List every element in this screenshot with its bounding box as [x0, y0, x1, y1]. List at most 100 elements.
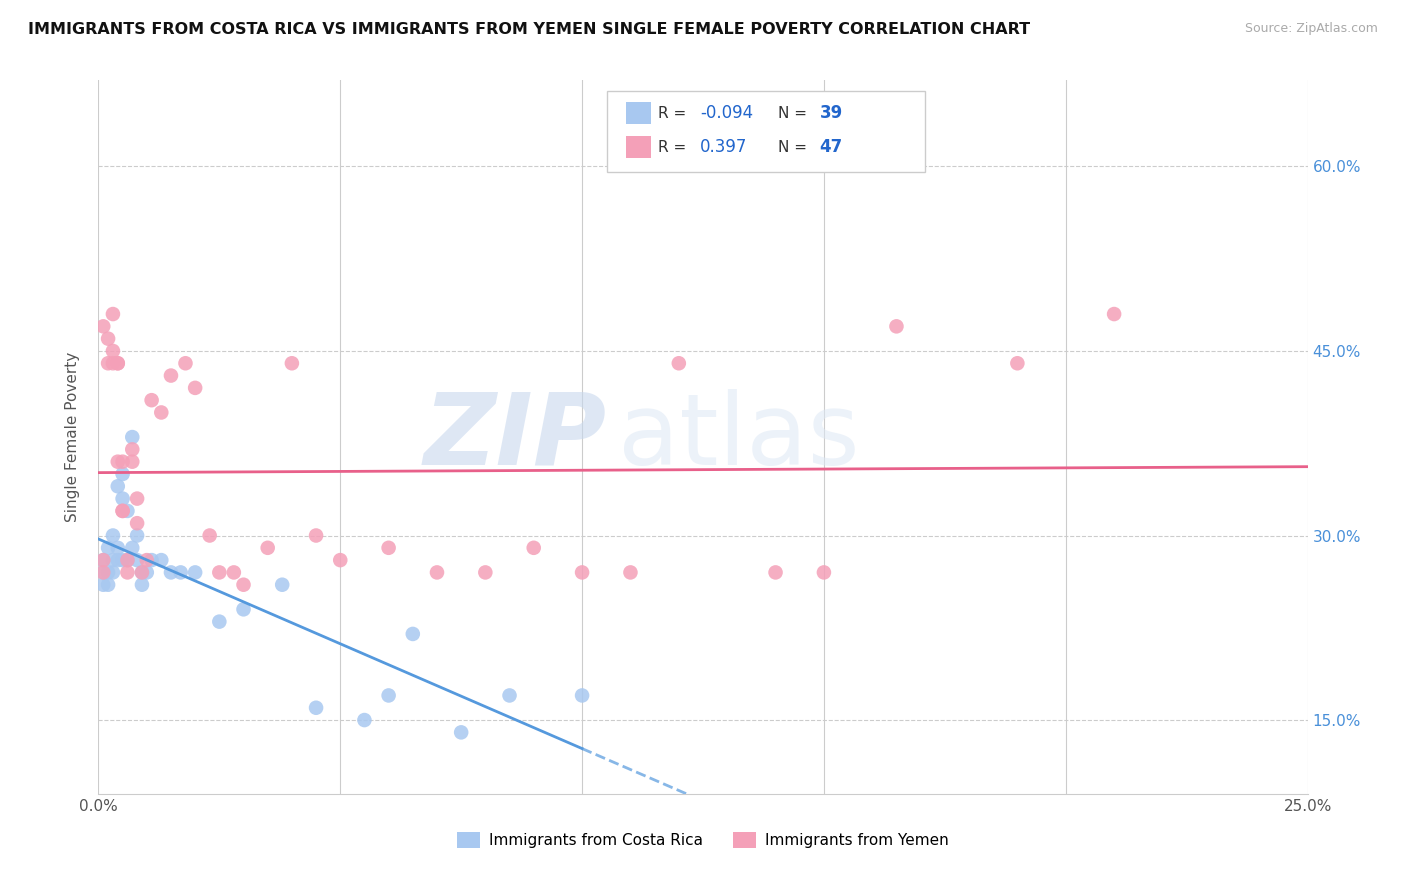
Point: [474, 566, 496, 580]
Legend: Immigrants from Costa Rica, Immigrants from Yemen: Immigrants from Costa Rica, Immigrants f…: [451, 826, 955, 854]
Point: [121, 442, 143, 457]
Point: [498, 689, 520, 703]
Point: [107, 479, 129, 493]
Point: [668, 356, 690, 370]
Point: [329, 553, 352, 567]
Text: 0.397: 0.397: [700, 138, 748, 156]
Point: [101, 566, 124, 580]
Point: [198, 528, 221, 542]
Point: [121, 455, 143, 469]
Point: [121, 541, 143, 555]
Point: [91, 566, 114, 580]
Point: [184, 381, 207, 395]
Point: [169, 566, 191, 580]
Point: [107, 553, 129, 567]
Point: [91, 319, 114, 334]
Y-axis label: Single Female Poverty: Single Female Poverty: [65, 352, 80, 522]
Point: [281, 356, 304, 370]
Point: [160, 368, 183, 383]
Point: [174, 356, 197, 370]
Point: [377, 541, 399, 555]
Point: [426, 566, 449, 580]
Point: [127, 491, 149, 506]
Point: [131, 566, 153, 580]
Text: Source: ZipAtlas.com: Source: ZipAtlas.com: [1244, 22, 1378, 36]
Point: [111, 504, 134, 518]
Point: [184, 566, 207, 580]
Point: [131, 566, 153, 580]
Point: [97, 578, 120, 592]
Text: R =: R =: [658, 106, 692, 120]
Point: [117, 553, 139, 567]
Point: [160, 566, 183, 580]
Point: [1102, 307, 1125, 321]
Point: [111, 455, 134, 469]
Point: [131, 578, 153, 592]
Point: [91, 553, 114, 567]
Point: [402, 627, 425, 641]
Point: [141, 393, 163, 408]
Text: R =: R =: [658, 140, 692, 154]
Point: [97, 541, 120, 555]
Point: [1007, 356, 1029, 370]
Point: [117, 504, 139, 518]
Point: [305, 528, 328, 542]
Text: ZIP: ZIP: [423, 389, 606, 485]
Point: [619, 566, 641, 580]
Point: [813, 566, 835, 580]
Point: [111, 504, 134, 518]
Text: atlas: atlas: [619, 389, 860, 485]
Text: 47: 47: [820, 138, 844, 156]
Point: [91, 566, 114, 580]
Point: [571, 566, 593, 580]
Point: [97, 356, 120, 370]
Point: [91, 578, 114, 592]
Point: [377, 689, 399, 703]
Point: [305, 700, 328, 714]
Point: [117, 566, 139, 580]
Point: [101, 553, 124, 567]
Point: [571, 689, 593, 703]
Point: [117, 553, 139, 567]
Point: [111, 467, 134, 481]
Text: 39: 39: [820, 104, 844, 122]
Point: [765, 566, 787, 580]
Text: N =: N =: [778, 106, 811, 120]
Point: [101, 307, 124, 321]
Point: [101, 356, 124, 370]
Point: [91, 553, 114, 567]
Text: -0.094: -0.094: [700, 104, 754, 122]
Point: [107, 356, 129, 370]
Point: [232, 578, 254, 592]
Point: [121, 430, 143, 444]
Text: IMMIGRANTS FROM COSTA RICA VS IMMIGRANTS FROM YEMEN SINGLE FEMALE POVERTY CORREL: IMMIGRANTS FROM COSTA RICA VS IMMIGRANTS…: [28, 22, 1031, 37]
Point: [111, 553, 134, 567]
Point: [886, 319, 908, 334]
Point: [256, 541, 278, 555]
Point: [150, 405, 173, 419]
Point: [111, 491, 134, 506]
Point: [450, 725, 472, 739]
Point: [271, 578, 294, 592]
Point: [208, 566, 231, 580]
Point: [127, 516, 149, 531]
Point: [101, 528, 124, 542]
Point: [141, 553, 163, 567]
Point: [208, 615, 231, 629]
Point: [232, 602, 254, 616]
Point: [101, 343, 124, 358]
Point: [150, 553, 173, 567]
Text: N =: N =: [778, 140, 811, 154]
Point: [97, 566, 120, 580]
Point: [107, 356, 129, 370]
Point: [107, 541, 129, 555]
Point: [107, 455, 129, 469]
Point: [222, 566, 245, 580]
Point: [353, 713, 375, 727]
Point: [135, 566, 157, 580]
Point: [127, 528, 149, 542]
Point: [135, 553, 157, 567]
Point: [97, 332, 120, 346]
Point: [127, 553, 149, 567]
Point: [523, 541, 546, 555]
